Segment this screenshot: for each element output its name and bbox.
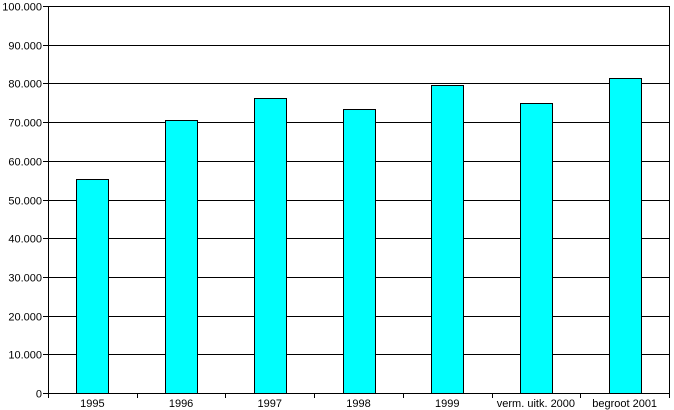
bar bbox=[520, 103, 553, 394]
x-tick-label: 1996 bbox=[169, 398, 193, 410]
y-tick-label: 50.000 bbox=[8, 196, 42, 208]
x-tick-label: begroot 2001 bbox=[592, 398, 657, 410]
x-tick-label: 1998 bbox=[346, 398, 370, 410]
bar bbox=[165, 120, 198, 394]
bars bbox=[76, 78, 642, 394]
x-tick-label: 1995 bbox=[80, 398, 104, 410]
y-tick-label: 20.000 bbox=[8, 312, 42, 324]
y-tick-label: 10.000 bbox=[8, 350, 42, 362]
x-tick-label: 1999 bbox=[435, 398, 459, 410]
y-tick-label: 40.000 bbox=[8, 234, 42, 246]
y-tick-label: 80.000 bbox=[8, 79, 42, 91]
y-tick-label: 90.000 bbox=[8, 41, 42, 53]
y-tick-label: 0 bbox=[36, 389, 42, 401]
plot-frame bbox=[48, 6, 670, 394]
x-tick-label: verm. uitk. 2000 bbox=[497, 398, 575, 410]
bar bbox=[609, 78, 642, 394]
y-tick-label: 60.000 bbox=[8, 157, 42, 169]
bar bbox=[254, 98, 287, 394]
x-tick-labels: 1995 1996 1997 1998 1999 verm. uitk. 2000 begr… bbox=[80, 398, 657, 410]
bar bbox=[76, 179, 109, 394]
bar bbox=[343, 109, 376, 394]
y-tick-label: 100.000 bbox=[2, 2, 42, 14]
y-tick-label: 30.000 bbox=[8, 273, 42, 285]
y-tick-label: 70.000 bbox=[8, 118, 42, 130]
x-tick-label: 1997 bbox=[258, 398, 282, 410]
bar bbox=[431, 85, 464, 394]
y-tick-labels: 0 10.000 20.000 30.000 40.000 50.000 60.000 70.… bbox=[2, 2, 42, 401]
axes bbox=[43, 6, 670, 398]
